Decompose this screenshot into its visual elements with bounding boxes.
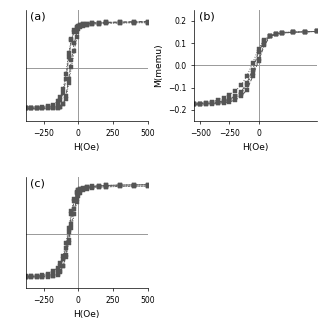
Y-axis label: M(memu): M(memu)	[154, 44, 163, 87]
Text: (a): (a)	[30, 12, 46, 22]
X-axis label: H(Oe): H(Oe)	[74, 143, 100, 152]
X-axis label: H(Oe): H(Oe)	[243, 143, 269, 152]
Text: (c): (c)	[30, 179, 45, 189]
X-axis label: H(Oe): H(Oe)	[74, 310, 100, 319]
Text: (b): (b)	[199, 12, 215, 22]
